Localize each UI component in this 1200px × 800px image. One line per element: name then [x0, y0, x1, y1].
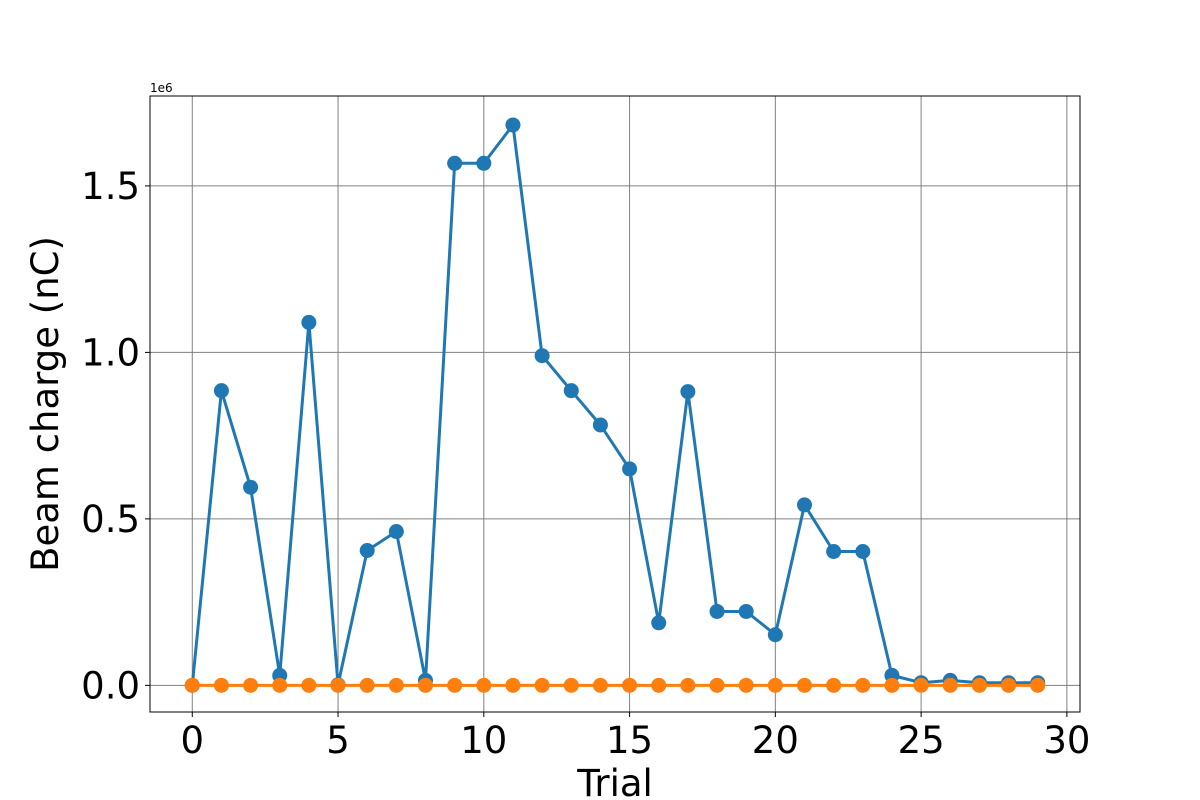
data-point — [476, 155, 492, 171]
y-tick-label: 0.5 — [81, 498, 140, 541]
data-point — [884, 677, 900, 693]
data-point — [1001, 677, 1017, 693]
data-point — [680, 677, 696, 693]
plot-frame — [149, 95, 1081, 713]
series-2 — [184, 677, 1046, 693]
x-tick-label: 10 — [460, 719, 507, 762]
y-tick-label: 1.5 — [81, 165, 140, 208]
data-point — [388, 524, 404, 540]
data-point — [709, 603, 725, 619]
data-point — [301, 677, 317, 693]
data-point — [826, 677, 842, 693]
data-point — [272, 677, 288, 693]
data-point — [592, 677, 608, 693]
data-point — [767, 677, 783, 693]
data-point — [213, 677, 229, 693]
x-tick-label: 15 — [606, 719, 653, 762]
data-point — [359, 543, 375, 559]
data-point — [505, 677, 521, 693]
x-tick-label: 20 — [752, 719, 799, 762]
data-point — [388, 677, 404, 693]
y-offset-label: 1e6 — [150, 81, 173, 95]
data-point — [301, 314, 317, 330]
data-point — [563, 383, 579, 399]
data-point — [330, 677, 346, 693]
data-point — [476, 677, 492, 693]
data-point — [1030, 677, 1046, 693]
data-point — [622, 677, 638, 693]
data-point — [505, 117, 521, 133]
y-axis-label: Beam charge (nC) — [24, 236, 67, 572]
data-point — [184, 677, 200, 693]
data-point — [855, 544, 871, 560]
data-point — [213, 383, 229, 399]
data-point — [447, 155, 463, 171]
x-axis-label: Trial — [576, 762, 653, 800]
x-tick-label: 0 — [180, 719, 204, 762]
data-point — [359, 677, 375, 693]
data-point — [680, 384, 696, 400]
y-tick-label: 1.0 — [81, 331, 140, 374]
data-point — [534, 348, 550, 364]
data-point — [796, 677, 812, 693]
data-point — [767, 627, 783, 643]
data-point — [243, 479, 259, 495]
data-point — [796, 497, 812, 513]
series-layer — [184, 117, 1046, 693]
data-point — [592, 417, 608, 433]
data-point — [447, 677, 463, 693]
data-point — [651, 615, 667, 631]
data-point — [738, 677, 754, 693]
data-point — [709, 677, 725, 693]
data-point — [651, 677, 667, 693]
data-point — [942, 677, 958, 693]
x-tick-label: 25 — [898, 719, 945, 762]
data-point — [826, 544, 842, 560]
ticks: 0 5 10 15 20 25 30 0.0 0.5 1.0 1.5 — [81, 165, 1090, 762]
data-point — [243, 677, 259, 693]
data-point — [418, 677, 434, 693]
data-point — [563, 677, 579, 693]
data-point — [855, 677, 871, 693]
y-tick-label: 0.0 — [81, 664, 140, 707]
x-tick-label: 30 — [1043, 719, 1090, 762]
data-point — [534, 677, 550, 693]
data-point — [913, 677, 929, 693]
data-point — [738, 603, 754, 619]
x-tick-label: 5 — [326, 719, 350, 762]
data-point — [971, 677, 987, 693]
data-point — [622, 461, 638, 477]
